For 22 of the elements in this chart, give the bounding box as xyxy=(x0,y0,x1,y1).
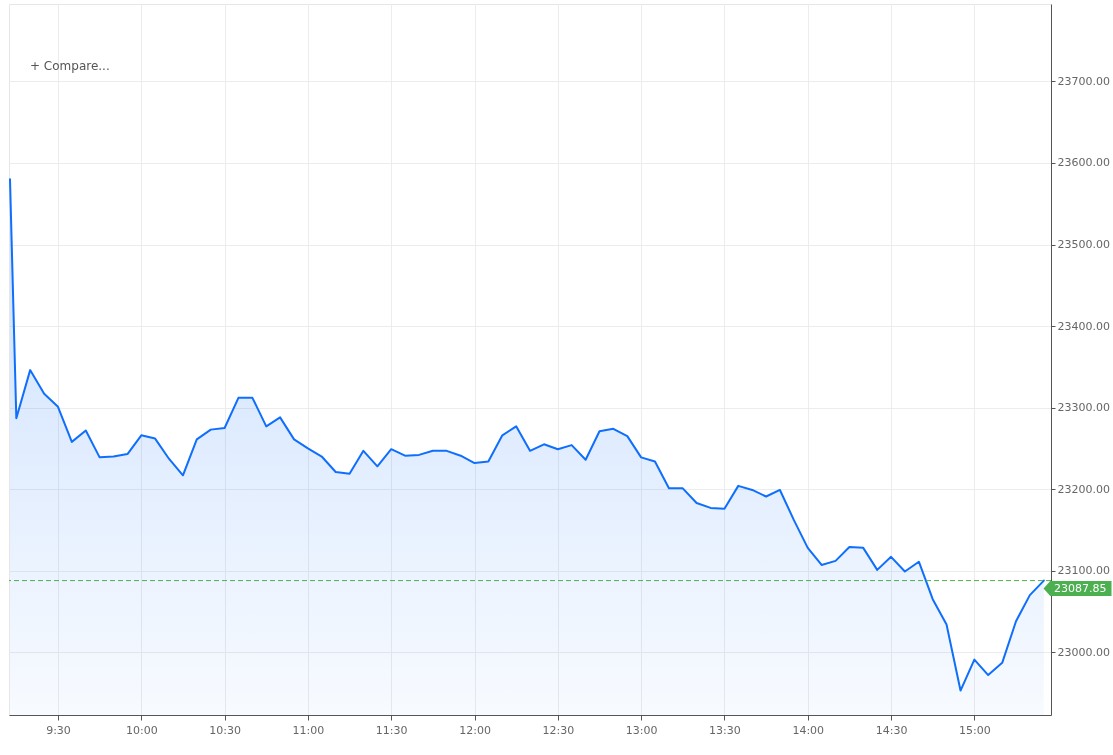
x-tick-label: 12:30 xyxy=(542,723,575,737)
y-tick-label: 23300.00 xyxy=(1057,401,1110,415)
x-tick-label: 11:30 xyxy=(375,723,408,737)
y-tick-label: 23600.00 xyxy=(1057,156,1110,170)
x-tick-label: 15:00 xyxy=(959,723,991,737)
x-tick-label: 14:30 xyxy=(875,723,908,737)
y-tick-label: 23700.00 xyxy=(1057,74,1110,88)
x-tick-label: 12:00 xyxy=(459,723,491,737)
y-tick-label: 23400.00 xyxy=(1057,319,1110,333)
x-tick-label: 11:00 xyxy=(292,723,325,737)
x-tick-label: 13:00 xyxy=(625,723,658,737)
x-tick-label: 13:30 xyxy=(709,723,741,737)
x-tick-label: 10:00 xyxy=(125,723,158,737)
y-tick-label: 23200.00 xyxy=(1057,482,1110,496)
ref-line-label: 23087.85 xyxy=(1054,581,1107,595)
y-tick-label: 23100.00 xyxy=(1057,564,1110,578)
y-tick-label: 23500.00 xyxy=(1057,238,1110,252)
x-tick-label: 9:30 xyxy=(46,723,71,737)
annotation: + Compare... xyxy=(30,59,110,73)
y-tick-label: 23000.00 xyxy=(1057,645,1110,659)
x-tick-label: 14:00 xyxy=(792,723,825,737)
x-tick-label: 10:30 xyxy=(209,723,241,737)
